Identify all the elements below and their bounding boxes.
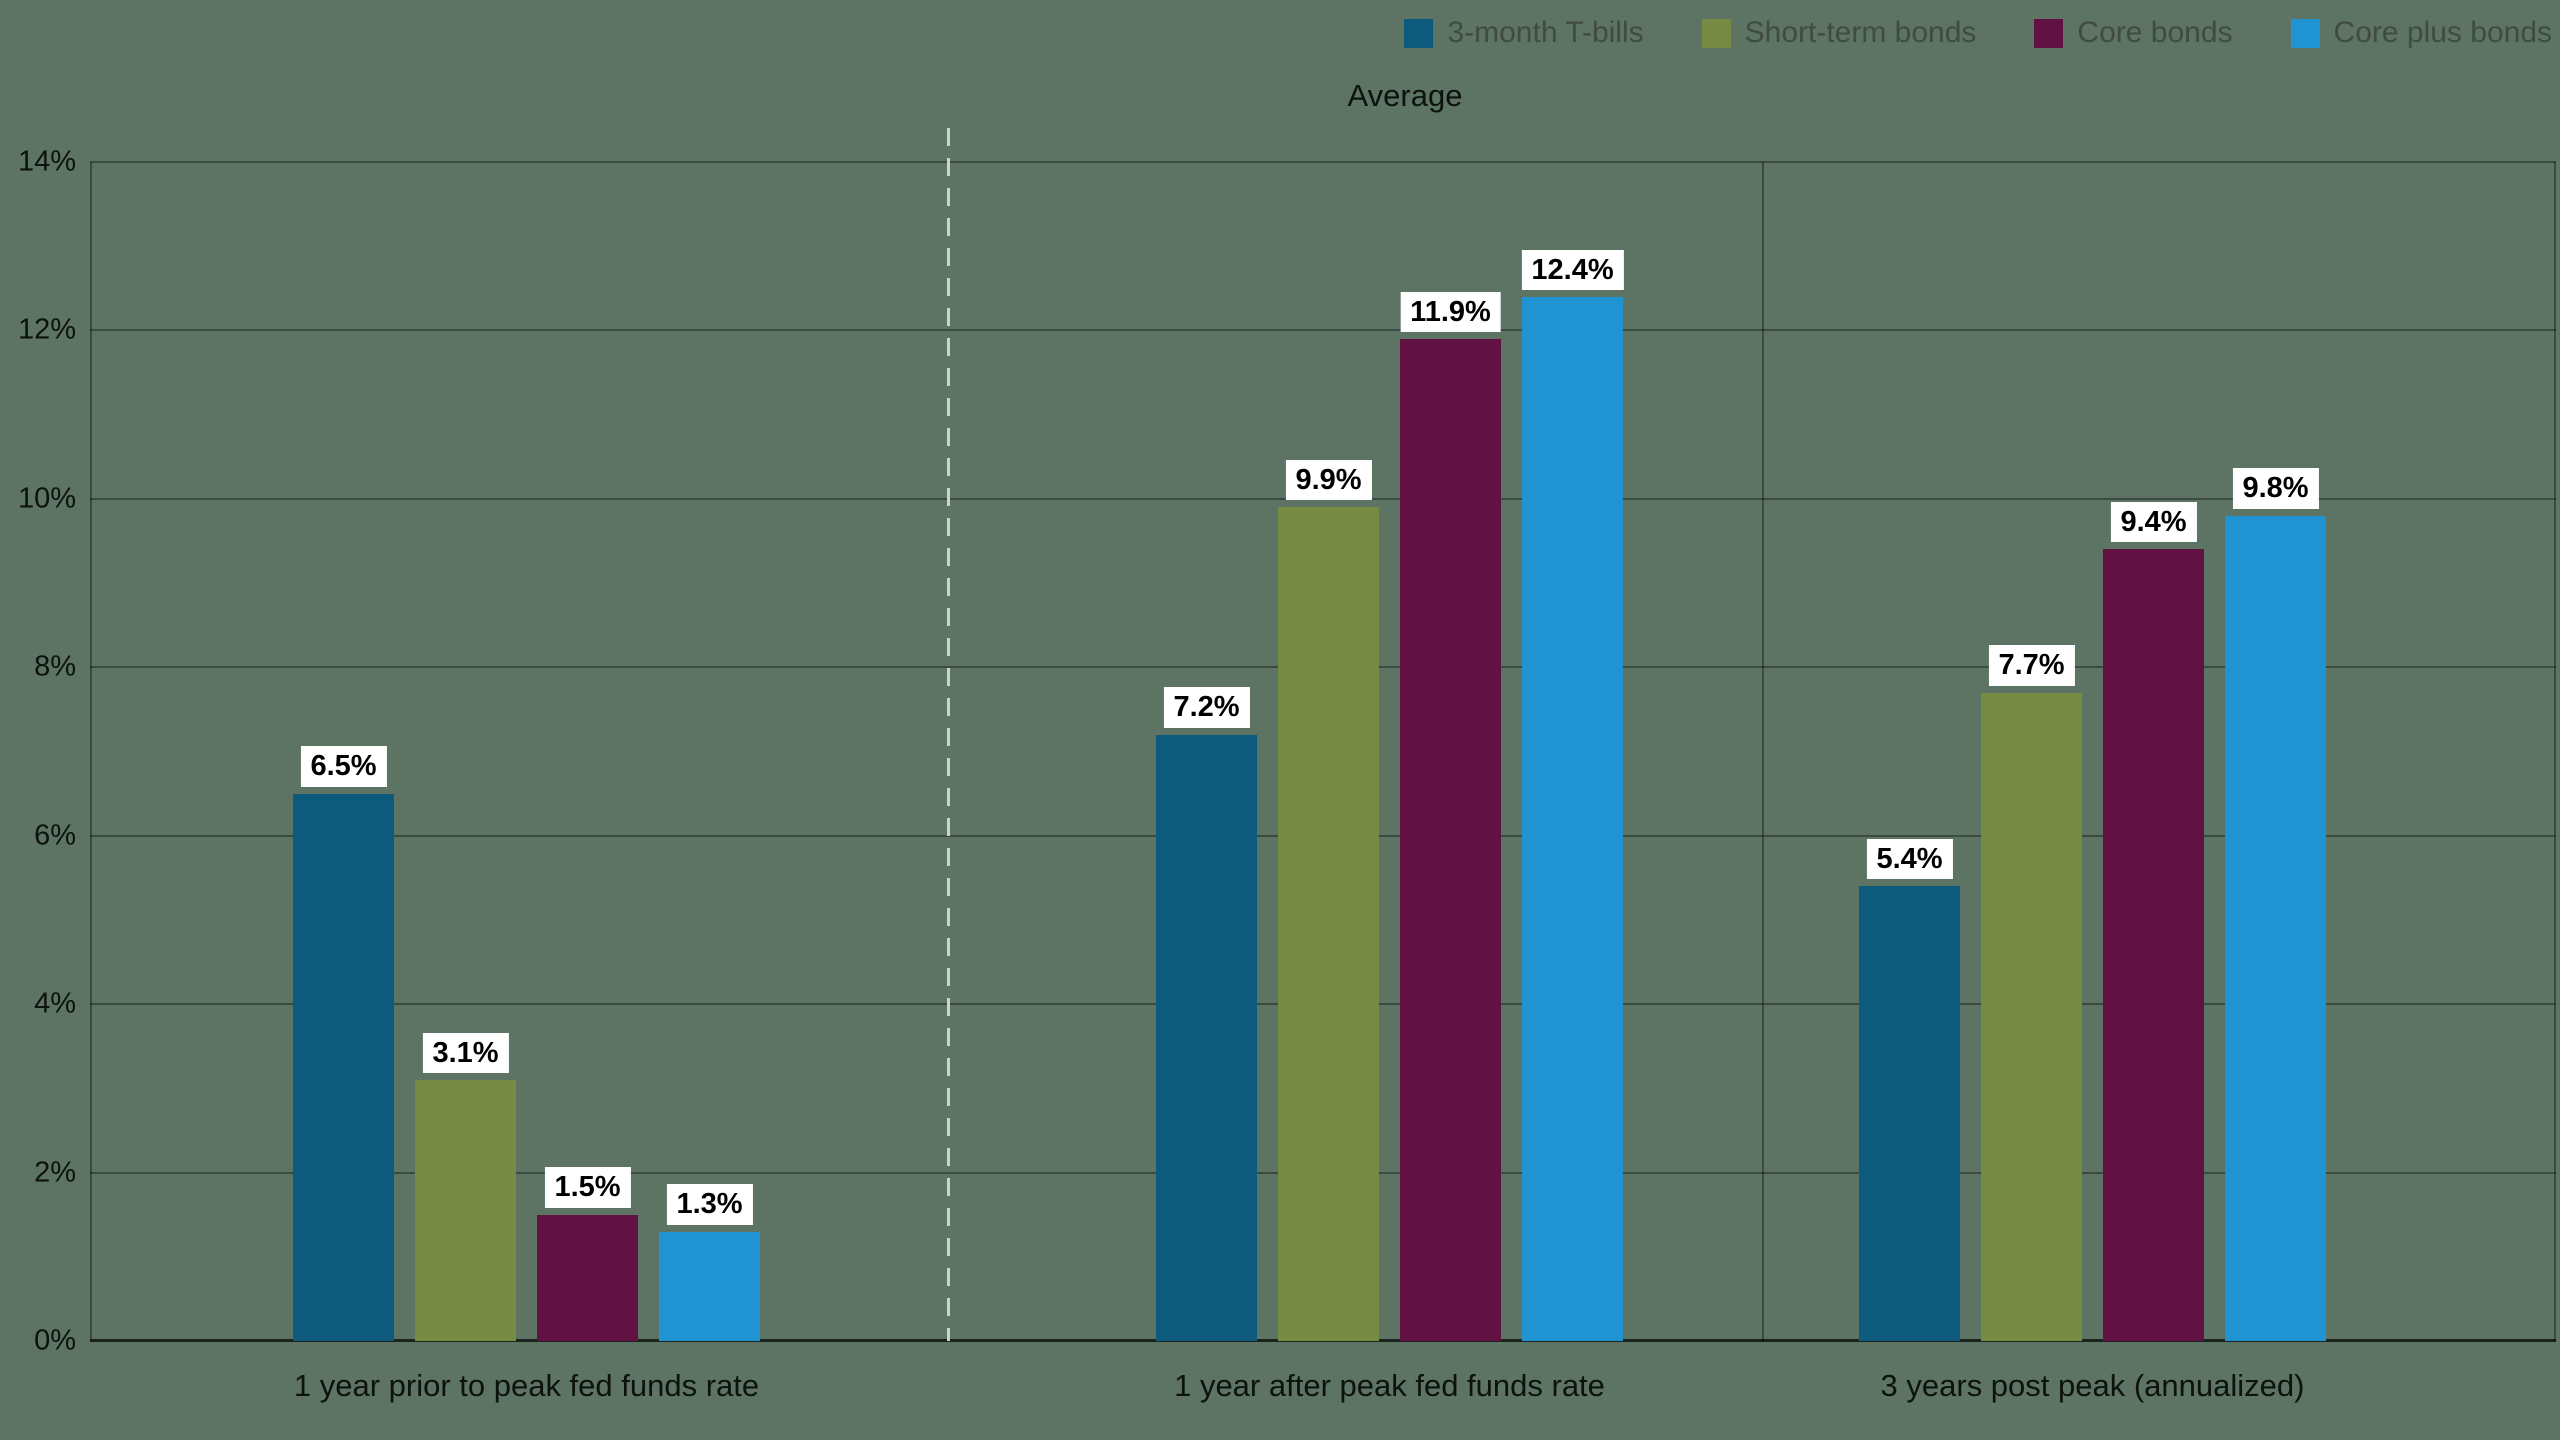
bar: 11.9% bbox=[1400, 291, 1501, 1341]
y-tick-label: 2% bbox=[34, 1156, 76, 1189]
right-border-line bbox=[2554, 162, 2556, 1341]
y-axis-line bbox=[90, 162, 92, 1341]
y-axis-labels: 0% 2% 4% 6% 8% 10% 12% 14% bbox=[0, 146, 76, 1357]
bar: 1.3% bbox=[659, 1184, 760, 1341]
legend-label: 3-month T-bills bbox=[1447, 16, 1644, 49]
bar: 7.7% bbox=[1981, 645, 2082, 1341]
bar: 7.2% bbox=[1156, 687, 1257, 1341]
bar-value-label: 3.1% bbox=[422, 1032, 509, 1073]
bar-value-label: 11.9% bbox=[1400, 291, 1501, 332]
gridline bbox=[90, 329, 2556, 332]
legend-swatch bbox=[1701, 18, 1731, 48]
bar: 5.4% bbox=[1859, 839, 1960, 1341]
y-tick-label: 6% bbox=[34, 819, 76, 852]
legend-swatch bbox=[1404, 18, 1434, 48]
bar-value-label: 1.5% bbox=[544, 1167, 631, 1208]
legend-item: Core plus bonds bbox=[2290, 16, 2552, 50]
y-tick-label: 10% bbox=[17, 482, 76, 515]
bar-value-label: 9.4% bbox=[2110, 502, 2197, 543]
bar-group: 7.2% 9.9% 11.9% 12.4% bbox=[1156, 162, 1624, 1341]
bar-value-label: 9.8% bbox=[2232, 468, 2319, 509]
bar-value-label: 12.4% bbox=[1521, 249, 1624, 290]
bar: 9.8% bbox=[2225, 468, 2326, 1341]
bar: 3.1% bbox=[415, 1032, 516, 1341]
bar: 1.5% bbox=[537, 1167, 638, 1341]
legend-item: Short-term bonds bbox=[1701, 16, 1977, 50]
y-tick-label: 14% bbox=[17, 145, 76, 178]
category-label: 3 years post peak (annualized) bbox=[1880, 1368, 2305, 1403]
bar: 9.9% bbox=[1278, 460, 1379, 1341]
category-separator-line bbox=[1762, 162, 1764, 1341]
chart-title: Average bbox=[1347, 78, 1463, 113]
bar-group: 6.5% 3.1% 1.5% 1.3% bbox=[293, 162, 760, 1341]
legend-swatch bbox=[2034, 18, 2064, 48]
bar-value-label: 7.2% bbox=[1163, 687, 1250, 728]
y-tick-label: 8% bbox=[34, 650, 76, 683]
legend-item: 3-month T-bills bbox=[1404, 16, 1644, 50]
legend: 3-month T-bills Short-term bonds Core bond… bbox=[1404, 16, 2552, 50]
legend-label: Short-term bonds bbox=[1744, 16, 1977, 49]
bar: 6.5% bbox=[293, 746, 394, 1341]
bar-group: 5.4% 7.7% 9.4% 9.8% bbox=[1859, 162, 2326, 1341]
bar-value-label: 9.9% bbox=[1285, 460, 1372, 501]
category-label: 1 year prior to peak fed funds rate bbox=[293, 1368, 760, 1403]
legend-item: Core bonds bbox=[2034, 16, 2233, 50]
x-axis-labels: 1 year prior to peak fed funds rate 1 yea… bbox=[0, 1368, 2560, 1418]
legend-swatch bbox=[2290, 18, 2320, 48]
bar-value-label: 1.3% bbox=[666, 1184, 753, 1225]
category-label: 1 year after peak fed funds rate bbox=[1174, 1368, 1605, 1403]
section-divider-line bbox=[947, 128, 950, 1341]
y-tick-label: 4% bbox=[34, 987, 76, 1020]
plot-area: 6.5% 3.1% 1.5% 1.3% 7.2% 9.9% 11.9% 12.4% 5.4% 7.… bbox=[90, 128, 2556, 1342]
bar: 12.4% bbox=[1521, 249, 1624, 1341]
gridline bbox=[90, 161, 2556, 163]
y-tick-label: 12% bbox=[17, 313, 76, 346]
bar: 9.4% bbox=[2103, 502, 2204, 1341]
y-tick-label: 0% bbox=[34, 1324, 76, 1357]
bar-value-label: 5.4% bbox=[1866, 839, 1953, 880]
legend-label: Core bonds bbox=[2077, 16, 2233, 49]
legend-label: Core plus bonds bbox=[2333, 16, 2552, 49]
bar-value-label: 7.7% bbox=[1988, 645, 2075, 686]
bar-value-label: 6.5% bbox=[300, 746, 387, 787]
